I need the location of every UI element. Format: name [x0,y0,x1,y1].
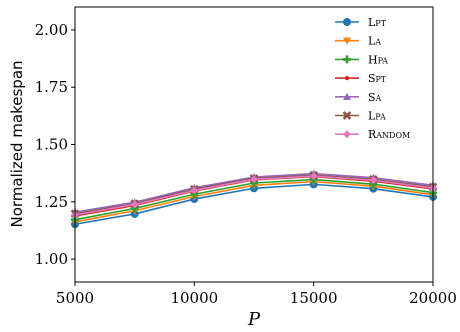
x-tick-label: 15000 [290,289,338,307]
legend-label-spt: Spt [368,72,387,85]
y-tick-label: 1.50 [35,136,68,154]
legend-entry-spt: Spt [335,72,387,85]
legend-entry-hpa: Hpa [335,53,388,66]
y-tick-label: 1.25 [35,193,68,211]
data-point-random [130,200,139,209]
y-axis-label: Normalized makespan [8,60,26,227]
legend-entry-lpt: Lpt [335,16,387,29]
data-point-random [309,172,318,181]
legend-marker-la [343,37,351,45]
legend-entry-lpa: Lpa [335,110,386,123]
legend-marker-spt [344,75,350,81]
y-tick-label: 1.00 [35,250,68,268]
x-axis-label: P [247,309,261,330]
legend-marker-lpa [342,111,352,120]
plot-area [70,169,438,229]
legend-marker-hpa [343,55,351,64]
legend-label-random: Random [368,128,410,141]
data-point-random [369,176,378,185]
x-tick-label: 10000 [170,289,218,307]
legend-label-lpt: Lpt [368,16,387,29]
legend: Lpt La Hpa Spt Sa Lpa Random [335,16,410,141]
legend-marker-sa [343,92,351,100]
legend-entry-random: Random [335,128,410,141]
legend-entry-sa: Sa [335,91,382,104]
y-tick-label: 2.00 [35,21,68,39]
y-tick-label: 1.75 [35,78,68,96]
axis-ticks: 5000 10000 15000 20000 1.00 1.25 1.50 1.75 2.00 [35,21,457,307]
legend-label-la: La [368,35,381,48]
legend-marker-lpt [343,18,351,26]
x-tick-label: 20000 [409,289,457,307]
legend-marker-random [343,130,351,139]
data-point-random [190,186,199,195]
legend-label-sa: Sa [368,91,382,104]
plot-frame [74,6,434,283]
data-point-random [250,175,258,184]
legend-label-hpa: Hpa [368,53,388,66]
legend-entry-la: La [335,35,381,48]
x-tick-label: 5000 [56,289,94,307]
legend-label-lpa: Lpa [368,110,386,123]
